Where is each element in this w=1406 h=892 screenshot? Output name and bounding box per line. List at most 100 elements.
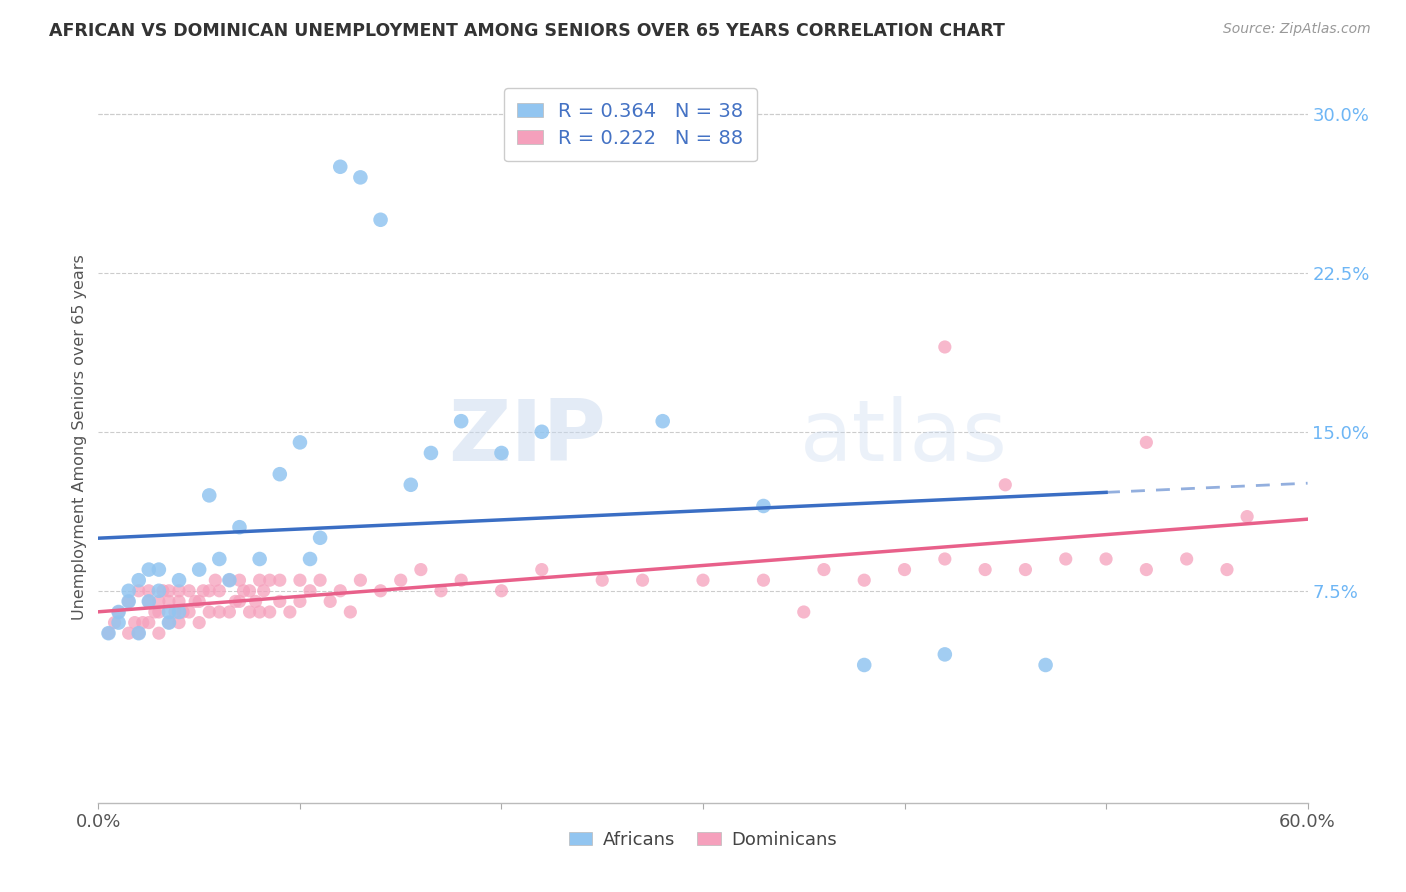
Point	[188, 563, 211, 577]
Point	[132, 615, 155, 630]
Point	[118, 594, 141, 608]
Point	[208, 583, 231, 598]
Point	[193, 583, 215, 598]
Point	[530, 425, 553, 439]
Point	[138, 563, 160, 577]
Point	[269, 594, 291, 608]
Point	[228, 520, 250, 534]
Point	[1035, 658, 1057, 673]
Point	[138, 583, 160, 598]
Point	[249, 573, 271, 587]
Point	[188, 594, 211, 608]
Point	[309, 531, 332, 545]
Point	[299, 552, 322, 566]
Point	[259, 605, 281, 619]
Point	[934, 648, 956, 662]
Point	[157, 605, 180, 619]
Point	[409, 563, 432, 577]
Point	[339, 605, 361, 619]
Point	[278, 605, 301, 619]
Point	[208, 605, 231, 619]
Point	[309, 573, 332, 587]
Point	[148, 605, 170, 619]
Point	[893, 563, 915, 577]
Point	[752, 573, 775, 587]
Text: Source: ZipAtlas.com: Source: ZipAtlas.com	[1223, 22, 1371, 37]
Point	[179, 583, 201, 598]
Point	[370, 212, 392, 227]
Point	[232, 583, 254, 598]
Point	[934, 552, 956, 566]
Point	[148, 563, 170, 577]
Point	[157, 615, 180, 630]
Point	[420, 446, 443, 460]
Point	[934, 340, 956, 354]
Point	[228, 573, 250, 587]
Point	[128, 626, 150, 640]
Point	[1095, 552, 1118, 566]
Point	[118, 594, 141, 608]
Point	[148, 626, 170, 640]
Point	[97, 626, 120, 640]
Point	[631, 573, 654, 587]
Point	[157, 615, 180, 630]
Point	[138, 594, 160, 608]
Point	[329, 583, 352, 598]
Point	[97, 626, 120, 640]
Point	[172, 605, 194, 619]
Point	[198, 583, 221, 598]
Point	[1054, 552, 1077, 566]
Point	[167, 615, 190, 630]
Point	[288, 573, 311, 587]
Point	[269, 573, 291, 587]
Point	[349, 573, 371, 587]
Point	[138, 615, 160, 630]
Point	[208, 552, 231, 566]
Point	[184, 594, 207, 608]
Y-axis label: Unemployment Among Seniors over 65 years: Unemployment Among Seniors over 65 years	[72, 254, 87, 620]
Point	[204, 573, 226, 587]
Point	[198, 605, 221, 619]
Point	[399, 477, 422, 491]
Point	[288, 435, 311, 450]
Legend: Africans, Dominicans: Africans, Dominicans	[561, 823, 845, 856]
Point	[245, 594, 267, 608]
Point	[167, 605, 190, 619]
Point	[491, 583, 513, 598]
Point	[118, 583, 141, 598]
Point	[793, 605, 815, 619]
Point	[692, 573, 714, 587]
Point	[530, 563, 553, 577]
Point	[143, 605, 166, 619]
Point	[218, 573, 240, 587]
Point	[157, 594, 180, 608]
Point	[124, 615, 146, 630]
Point	[128, 573, 150, 587]
Point	[239, 605, 262, 619]
Point	[163, 605, 186, 619]
Point	[107, 615, 129, 630]
Point	[491, 446, 513, 460]
Point	[994, 477, 1017, 491]
Point	[239, 583, 262, 598]
Point	[167, 573, 190, 587]
Point	[228, 594, 250, 608]
Point	[249, 605, 271, 619]
Point	[450, 573, 472, 587]
Point	[319, 594, 342, 608]
Point	[813, 563, 835, 577]
Point	[299, 583, 322, 598]
Point	[224, 594, 246, 608]
Point	[157, 583, 180, 598]
Point	[853, 658, 876, 673]
Point	[249, 552, 271, 566]
Point	[651, 414, 673, 428]
Point	[450, 414, 472, 428]
Point	[198, 488, 221, 502]
Point	[167, 583, 190, 598]
Point	[259, 573, 281, 587]
Point	[752, 499, 775, 513]
Point	[329, 160, 352, 174]
Point	[288, 594, 311, 608]
Point	[1236, 509, 1258, 524]
